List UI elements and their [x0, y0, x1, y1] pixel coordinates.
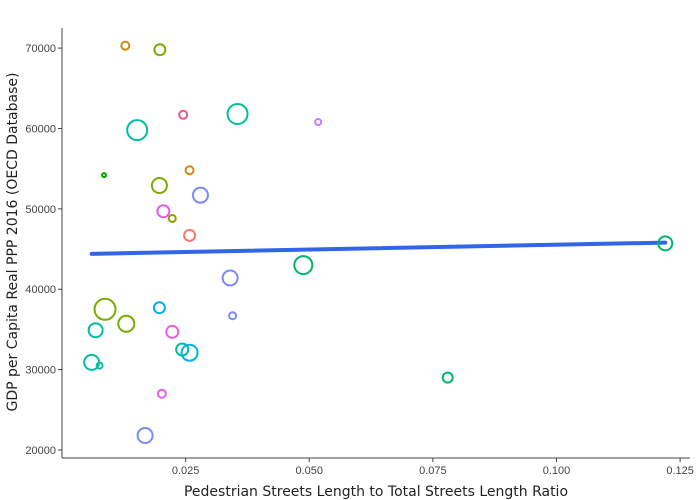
data-point[interactable] [156, 204, 171, 219]
x-tick-label: 0.125 [666, 465, 694, 477]
data-point[interactable] [165, 324, 180, 339]
y-tick-label: 30000 [25, 365, 56, 377]
x-tick-label: 0.100 [543, 465, 571, 477]
data-point[interactable] [167, 213, 177, 223]
data-point[interactable] [153, 43, 167, 57]
data-point[interactable] [87, 322, 104, 339]
y-tick-label: 50000 [25, 204, 56, 216]
data-point[interactable] [95, 361, 104, 370]
data-point[interactable] [226, 103, 249, 125]
x-axis-title: Pedestrian Streets Length to Total Stree… [184, 484, 568, 500]
data-point[interactable] [441, 371, 454, 384]
points-layer [83, 40, 674, 444]
y-tick-label: 70000 [25, 43, 56, 55]
axes [61, 28, 690, 459]
data-point[interactable] [136, 426, 154, 444]
data-point[interactable] [183, 228, 197, 242]
y-axis-title: GDP per Capita Real PPP 2016 (OECD Datab… [5, 73, 21, 412]
data-point[interactable] [657, 235, 674, 252]
x-ticks: 0.025 0.050 0.075 0.100 0.125 [172, 458, 694, 477]
fit-line-layer [89, 240, 668, 256]
data-point[interactable] [101, 172, 108, 179]
x-tick-label: 0.075 [419, 465, 447, 477]
data-point[interactable] [221, 269, 239, 287]
data-point[interactable] [93, 297, 117, 321]
y-tick-label: 60000 [25, 123, 56, 135]
y-tick-label: 20000 [25, 445, 56, 457]
data-point[interactable] [184, 165, 195, 176]
data-point[interactable] [120, 40, 131, 51]
data-point[interactable] [150, 177, 168, 195]
data-point[interactable] [293, 255, 314, 276]
data-point[interactable] [191, 186, 209, 204]
data-point[interactable] [117, 314, 136, 333]
data-point[interactable] [314, 118, 323, 127]
data-point[interactable] [126, 119, 149, 142]
y-ticks: 20000 30000 40000 50000 60000 70000 [25, 43, 62, 457]
data-point[interactable] [178, 109, 189, 120]
y-tick-label: 40000 [25, 284, 56, 296]
data-point[interactable] [156, 388, 167, 399]
data-point[interactable] [152, 301, 166, 315]
trend-line [89, 240, 668, 256]
data-point[interactable] [180, 343, 199, 362]
data-point[interactable] [228, 311, 238, 321]
x-tick-label: 0.025 [172, 465, 200, 477]
x-tick-label: 0.050 [295, 465, 323, 477]
